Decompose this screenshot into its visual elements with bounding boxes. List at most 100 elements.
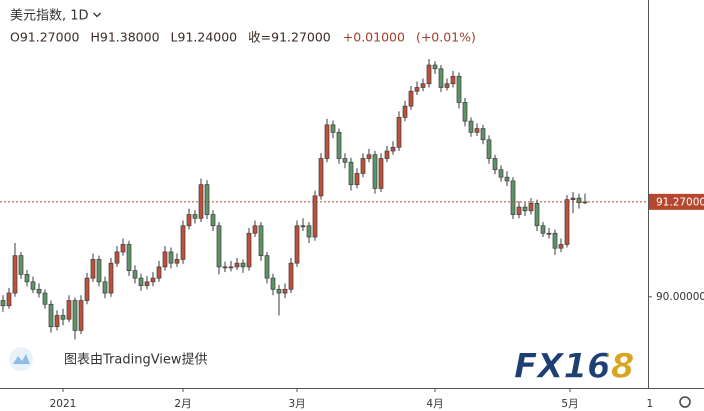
candle-body — [294, 225, 300, 264]
candle-body — [498, 169, 504, 178]
candle-body — [486, 139, 492, 159]
candle-body — [564, 199, 570, 245]
candle-body — [354, 173, 360, 186]
candle-body — [150, 277, 156, 283]
candle-body — [420, 83, 426, 88]
candle-body — [228, 266, 234, 269]
candle-body — [210, 214, 216, 227]
candle-body — [528, 202, 534, 212]
candle-body — [126, 244, 132, 271]
chevron-icon[interactable] — [93, 12, 102, 18]
candle-body — [330, 124, 336, 133]
candle-body — [234, 262, 240, 268]
candle-body — [450, 75, 456, 85]
candle-body — [432, 64, 438, 70]
x-tick-label: 2月 — [174, 398, 191, 410]
candle-body — [54, 315, 60, 328]
plot-area — [0, 59, 648, 340]
candle-body — [414, 87, 420, 92]
candle-body — [114, 251, 120, 264]
ohlc-legend-item: 收=91.27000 — [248, 30, 331, 45]
symbol-title: 美元指数, 1D — [10, 9, 89, 24]
candle-body — [204, 184, 210, 215]
ohlc-legend-item: (+0.01%) — [416, 30, 476, 45]
candle-body — [402, 105, 408, 118]
candle-body — [186, 214, 192, 227]
candle-body — [336, 131, 342, 159]
candle-body — [288, 262, 294, 290]
candle-body — [534, 202, 540, 227]
ohlc-legend-item: L91.24000 — [171, 30, 238, 45]
candle-body — [132, 270, 138, 279]
candle-body — [408, 90, 414, 107]
candle-body — [300, 225, 306, 228]
candle-body — [462, 102, 468, 122]
candle-body — [78, 300, 84, 331]
candle-body — [168, 251, 174, 264]
candle-body — [276, 288, 282, 294]
candle-body — [510, 180, 516, 215]
candle-body — [312, 195, 318, 238]
x-tick-label: 4月 — [426, 398, 443, 410]
candle-body — [348, 161, 354, 186]
candle-body — [360, 158, 366, 174]
candle-body — [468, 120, 474, 133]
candle-body — [0, 300, 6, 307]
candle-body — [60, 315, 66, 320]
candle-body — [156, 266, 162, 279]
candle-body — [120, 244, 126, 253]
candle-body — [396, 117, 402, 148]
candle-body — [378, 158, 384, 189]
settings-icon[interactable] — [679, 396, 691, 408]
fx168-logo: FX168 — [514, 347, 634, 387]
candle-body — [282, 288, 288, 294]
candle-body — [558, 244, 564, 249]
x-tick-label: 5月 — [561, 398, 578, 410]
candle-body — [24, 274, 30, 283]
ohlc-legend-item: O91.27000 — [10, 30, 80, 45]
candle-body — [162, 251, 168, 268]
candle-body — [366, 154, 372, 159]
candle-body — [240, 262, 246, 268]
x-tick-label: 1 — [646, 398, 653, 410]
candle-body — [576, 197, 582, 203]
x-tick-label: 3月 — [288, 398, 305, 410]
y-tick-label: 90.00000 — [656, 291, 704, 303]
candle-body — [252, 225, 258, 234]
candle-body — [102, 281, 108, 294]
candle-body — [438, 68, 444, 88]
candle-body — [324, 124, 330, 159]
ohlc-legend-item: H91.38000 — [90, 30, 159, 45]
candle-body — [480, 128, 486, 141]
candle-body — [546, 232, 552, 235]
candle-body — [48, 303, 54, 328]
candle-body — [192, 214, 198, 219]
candle-body — [6, 292, 12, 307]
candle-body — [504, 176, 510, 182]
candle-body — [540, 225, 546, 234]
candle-body — [36, 288, 42, 294]
candle-body — [180, 225, 186, 260]
tv-logo-mark — [13, 354, 30, 364]
candle-body — [570, 197, 576, 200]
candle-body — [492, 158, 498, 171]
ohlc-legend-item: +0.01000 — [343, 30, 405, 45]
candle-body — [306, 225, 312, 238]
candle-body — [96, 259, 102, 283]
candle-body — [258, 225, 264, 257]
candle-body — [144, 281, 150, 286]
candle-body — [270, 277, 276, 290]
candle-body — [552, 232, 558, 249]
candle-body — [84, 277, 90, 301]
x-tick-label: 2021 — [50, 398, 77, 410]
candle-body — [66, 300, 72, 320]
last-price-badge — [649, 193, 704, 210]
candle-body — [18, 255, 24, 275]
candle-body — [426, 64, 432, 85]
candle-body — [12, 255, 18, 294]
candle-body — [372, 154, 378, 189]
candle-body — [444, 83, 450, 88]
candle-body — [90, 259, 96, 279]
candle-body — [138, 277, 144, 286]
